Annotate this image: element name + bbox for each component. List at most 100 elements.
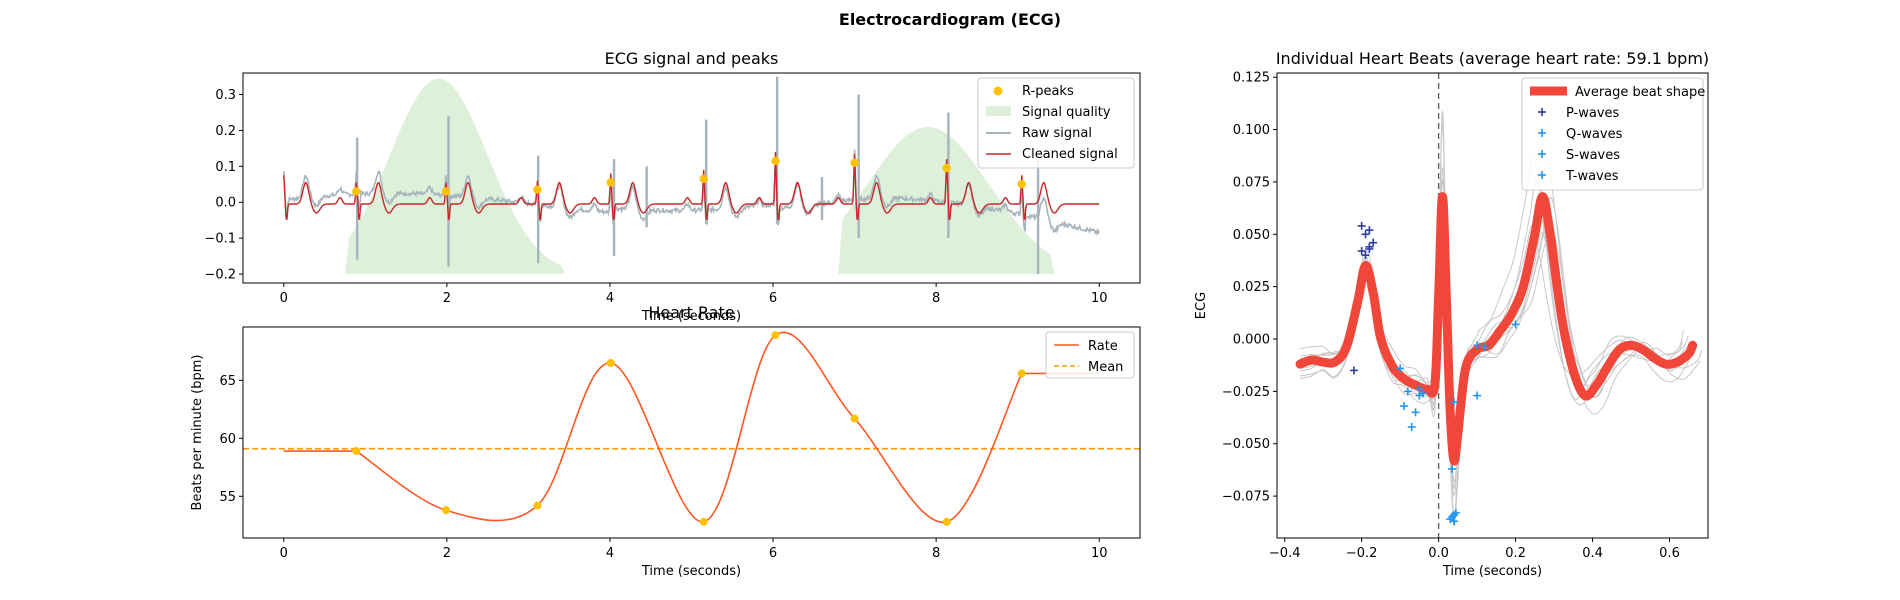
rate-point [942,517,951,526]
beats-xtick-label: 0.2 [1505,546,1526,561]
ecg-legend-box [977,77,1135,169]
hr-plot-area [243,331,1140,526]
beats-legend-label: Average beat shape [1575,85,1705,100]
beats-xtick-label: −0.2 [1346,546,1378,561]
q-wave-marker [1396,364,1405,373]
beats-legend-label: Q-waves [1566,127,1623,142]
beats-ytick-label: 0.050 [1233,228,1270,243]
beats-plot-area [1295,73,1702,538]
average-beat-line [1295,192,1698,466]
hr-xtick-label: 10 [1091,546,1108,561]
beats-xtick-label: 0.0 [1428,546,1449,561]
t-wave-marker [1473,391,1482,400]
p-wave-marker [1369,238,1378,247]
ecg-xlabel: Time (seconds) [641,309,741,324]
ecg-xtick-label: 10 [1091,291,1108,306]
cleaned-signal-line [283,151,1100,220]
s-wave-marker [1450,397,1459,406]
hr-xtick-label: 2 [443,546,451,561]
beats-axes: −0.4 −0.2 0.0 0.2 0.4 0.6 −0.075 −0.050 −0.025 0.… [1194,49,1709,579]
beats-legend-label: S-waves [1566,148,1620,163]
hr-legend-label: Mean [1088,360,1123,375]
ecg-xtick-label: 2 [443,291,451,306]
p-wave-marker [1349,366,1358,375]
hr-ytick-label: 60 [219,432,236,447]
ecg-frame [242,72,1141,284]
beats-ytick-label: 0.075 [1233,175,1270,190]
p-wave-marker [1361,230,1370,239]
beats-frame [1276,72,1709,539]
s-wave-marker [1448,464,1457,473]
beats-xtick-label: 0.6 [1659,546,1680,561]
heart-rate-line [283,331,1100,523]
rate-point [1017,369,1026,378]
p-wave-marker [1365,242,1374,251]
r-peak-marker [533,185,542,194]
hr-legend-box [1045,331,1135,379]
ecg-xtick-label: 4 [606,291,614,306]
t-wave-marker [1473,341,1482,350]
beats-ytick-label: 0.000 [1233,333,1270,348]
rate-point [606,358,615,367]
ecg-axes: 0 2 4 6 8 10 −0.2 −0.1 0.0 0.1 0.2 0.3 ECG signal an… [204,49,1141,324]
s-wave-marker [1450,517,1459,526]
beats-legend-label: T-waves [1565,169,1619,184]
p-wave-marker [1357,221,1366,230]
hr-legend-label: Rate [1088,339,1118,354]
beats-xtick-label: −0.4 [1269,546,1301,561]
r-peak-marker [606,178,615,187]
ecg-xtick-label: 6 [769,291,777,306]
hr-xtick-label: 8 [932,546,940,561]
rate-point [850,414,859,423]
ecg-xtick-label: 0 [280,291,288,306]
q-wave-marker [1411,408,1420,417]
beats-legend-box [1521,77,1704,191]
ecg-title: ECG signal and peaks [605,49,779,68]
hr-ytick-label: 65 [219,374,236,389]
r-peak-marker [771,156,780,166]
ecg-legend-label: Raw signal [1022,126,1092,141]
hr-frame [242,326,1141,539]
beats-legend: Average beat shape P-waves Q-waves S-waves T… [1521,77,1705,191]
beats-xtick-label: 0.4 [1582,546,1603,561]
hr-xlabel: Time (seconds) [641,564,741,579]
ecg-legend: R-peaks Signal quality Raw signal Cleaned s… [977,77,1135,169]
ecg-ytick-label: 0.1 [215,160,236,175]
hr-xtick-label: 4 [606,546,614,561]
hr-ytick-label: 55 [219,490,236,505]
hr-xtick-label: 0 [280,546,288,561]
ecg-ytick-label: −0.2 [204,268,236,283]
q-wave-marker [1403,387,1412,396]
legend-rpeak-swatch [993,86,1003,96]
beats-ytick-label: 0.025 [1233,280,1270,295]
beats-ytick-label: −0.075 [1222,490,1270,505]
beats-ytick-label: −0.025 [1222,385,1270,400]
beats-title: Individual Heart Beats (average heart ra… [1276,49,1709,68]
beats-xlabel: Time (seconds) [1442,564,1542,579]
hr-title: Heart Rate [648,303,734,322]
q-wave-marker [1419,389,1428,398]
ecg-xtick-label: 8 [932,291,940,306]
ecg-plot-area [283,76,1100,275]
hr-ylabel: Beats per minute (bpm) [190,355,205,511]
r-peak-marker [441,187,451,196]
ecg-ytick-label: 0.2 [215,124,236,139]
rate-point [352,447,361,456]
ecg-ytick-label: 0.3 [215,88,236,103]
q-wave-marker [1415,385,1424,394]
legend-quality-swatch [986,106,1011,116]
r-peak-marker [850,158,859,167]
ecg-ytick-label: 0.0 [215,196,236,211]
q-wave-marker [1407,422,1416,431]
r-peak-marker [1017,180,1026,189]
hr-legend: Rate Mean [1045,331,1135,379]
p-wave-marker [1357,247,1366,256]
beats-ylabel: ECG [1194,292,1209,319]
beats-ytick-label: −0.050 [1222,437,1270,452]
p-wave-marker [1365,226,1374,235]
hr-xtick-label: 6 [769,546,777,561]
beats-ytick-label: 0.100 [1233,123,1270,138]
rate-point [771,331,780,340]
